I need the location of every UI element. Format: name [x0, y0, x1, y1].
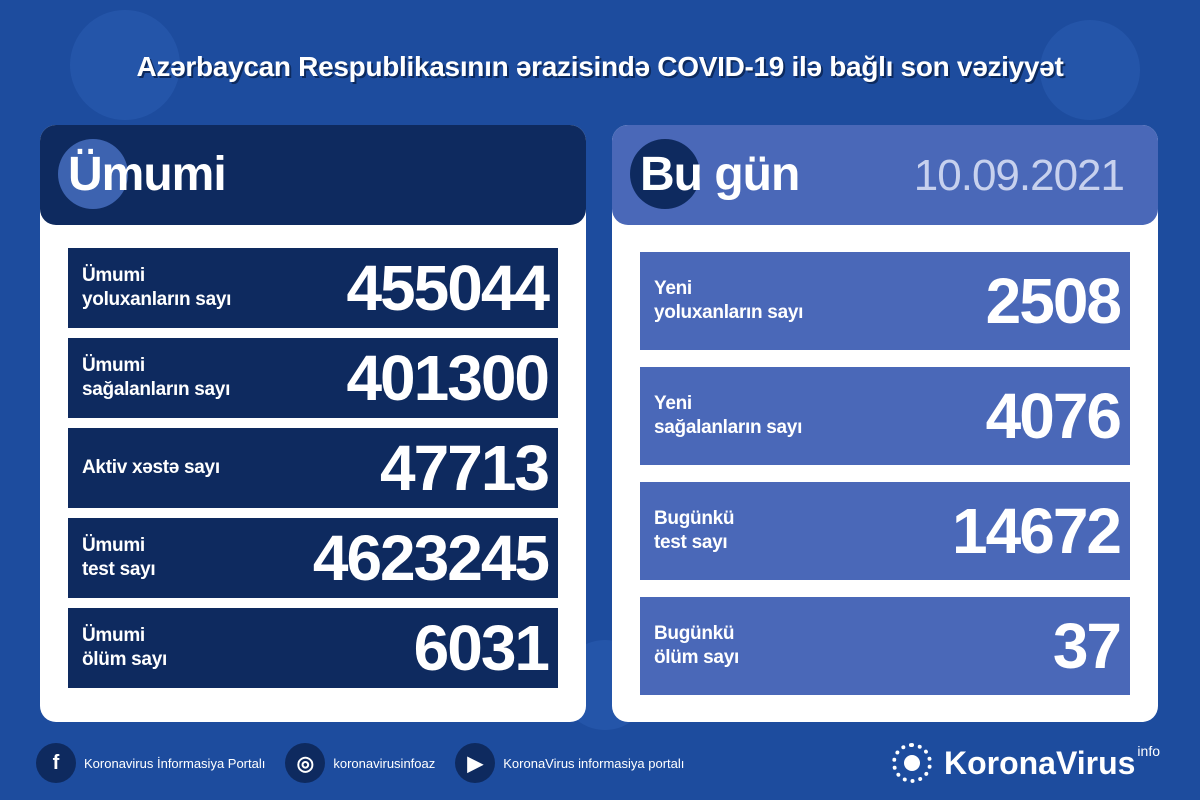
stat-label: Ümumi yoluxanların sayı — [82, 265, 232, 310]
virus-decoration — [1040, 20, 1140, 120]
stat-label: Bugünkü ölüm sayı — [654, 623, 739, 668]
virus-decoration — [70, 10, 180, 120]
stat-value: 6031 — [413, 612, 550, 684]
stat-label: Aktiv xəstə sayı — [82, 457, 220, 478]
instagram-icon: ◎ — [285, 743, 326, 783]
total-panel: Ümumi Ümumi yoluxanların sayı 455044 Ümumi s… — [40, 125, 586, 722]
stat-value: 401300 — [346, 342, 550, 414]
today-heading: Bu gün — [640, 148, 800, 201]
stat-value: 47713 — [380, 432, 550, 504]
virus-icon — [58, 139, 128, 209]
stat-label: Yeni sağalanların sayı — [654, 393, 803, 438]
social-link[interactable]: ◎ koronavirusinfoaz — [285, 743, 435, 783]
stat-value: 455044 — [346, 252, 550, 324]
brand-logo: KoronaVirus info — [891, 743, 1160, 783]
social-label: KoronaVirus informasiya portalı — [503, 755, 685, 771]
stat-value: 37 — [1052, 610, 1122, 682]
facebook-icon: f — [36, 743, 76, 783]
brand-name: KoronaVirus — [943, 744, 1136, 781]
stat-value: 2508 — [985, 265, 1122, 337]
stat-label: Ümumi test sayı — [82, 535, 156, 580]
stat-row: Yeni yoluxanların sayı 2508 — [640, 252, 1130, 350]
virus-icon — [630, 139, 700, 209]
today-panel: Bu gün 10.09.2021 Yeni yoluxanların sayı 2… — [612, 125, 1158, 722]
stat-row: Ümumi test sayı 4623245 — [68, 518, 558, 598]
youtube-icon: ▶ — [455, 743, 496, 783]
today-header: Bu gün 10.09.2021 — [612, 125, 1158, 225]
stat-row: Ümumi ölüm sayı 6031 — [68, 608, 558, 688]
stat-label: Ümumi ölüm sayı — [82, 625, 167, 670]
stat-row: Yeni sağalanların sayı 4076 — [640, 367, 1130, 465]
stat-value: 14672 — [952, 495, 1122, 567]
stat-row: Ümumi yoluxanların sayı 455044 — [68, 248, 558, 328]
stat-value: 4623245 — [312, 522, 550, 594]
stat-value: 4076 — [985, 380, 1122, 452]
total-header: Ümumi — [40, 125, 586, 225]
stat-label: Yeni yoluxanların sayı — [654, 278, 804, 323]
total-heading: Ümumi — [68, 148, 227, 201]
social-link[interactable]: ▶ KoronaVirus informasiya portalı — [455, 743, 684, 783]
footer: f Koronavirus İnformasiya Portalı ◎ koronav… — [36, 738, 1160, 788]
social-label: koronavirusinfoaz — [333, 755, 436, 771]
stat-row: Aktiv xəstə sayı 47713 — [68, 428, 558, 508]
brand-sup: info — [1137, 743, 1160, 759]
stat-label: Ümumi sağalanların sayı — [82, 355, 231, 400]
stat-row: Bugünkü test sayı 14672 — [640, 482, 1130, 580]
stat-row: Bugünkü ölüm sayı 37 — [640, 597, 1130, 695]
today-date: 10.09.2021 — [913, 151, 1125, 200]
stat-row: Ümumi sağalanların sayı 401300 — [68, 338, 558, 418]
social-label: Koronavirus İnformasiya Portalı — [84, 755, 266, 771]
page-title: Azərbaycan Respublikasının ərazisində CO… — [136, 51, 1064, 82]
social-link[interactable]: f Koronavirus İnformasiya Portalı — [36, 743, 265, 783]
sun-virus-icon — [891, 743, 932, 783]
stat-label: Bugünkü test sayı — [654, 508, 735, 553]
